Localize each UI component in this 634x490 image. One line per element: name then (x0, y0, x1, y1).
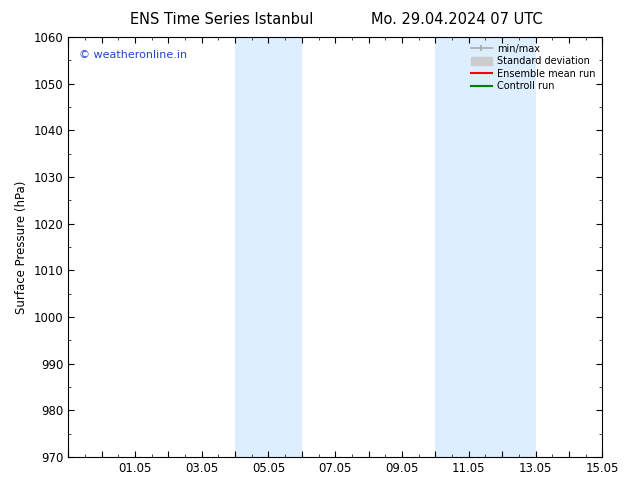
Legend: min/max, Standard deviation, Ensemble mean run, Controll run: min/max, Standard deviation, Ensemble me… (469, 42, 597, 93)
Bar (235, 37, 302, 457)
Text: Mo. 29.04.2024 07 UTC: Mo. 29.04.2024 07 UTC (371, 12, 542, 27)
Text: ENS Time Series Istanbul: ENS Time Series Istanbul (130, 12, 314, 27)
Y-axis label: Surface Pressure (hPa): Surface Pressure (hPa) (15, 180, 28, 314)
Bar (436, 37, 536, 457)
Text: © weatheronline.in: © weatheronline.in (79, 50, 187, 60)
